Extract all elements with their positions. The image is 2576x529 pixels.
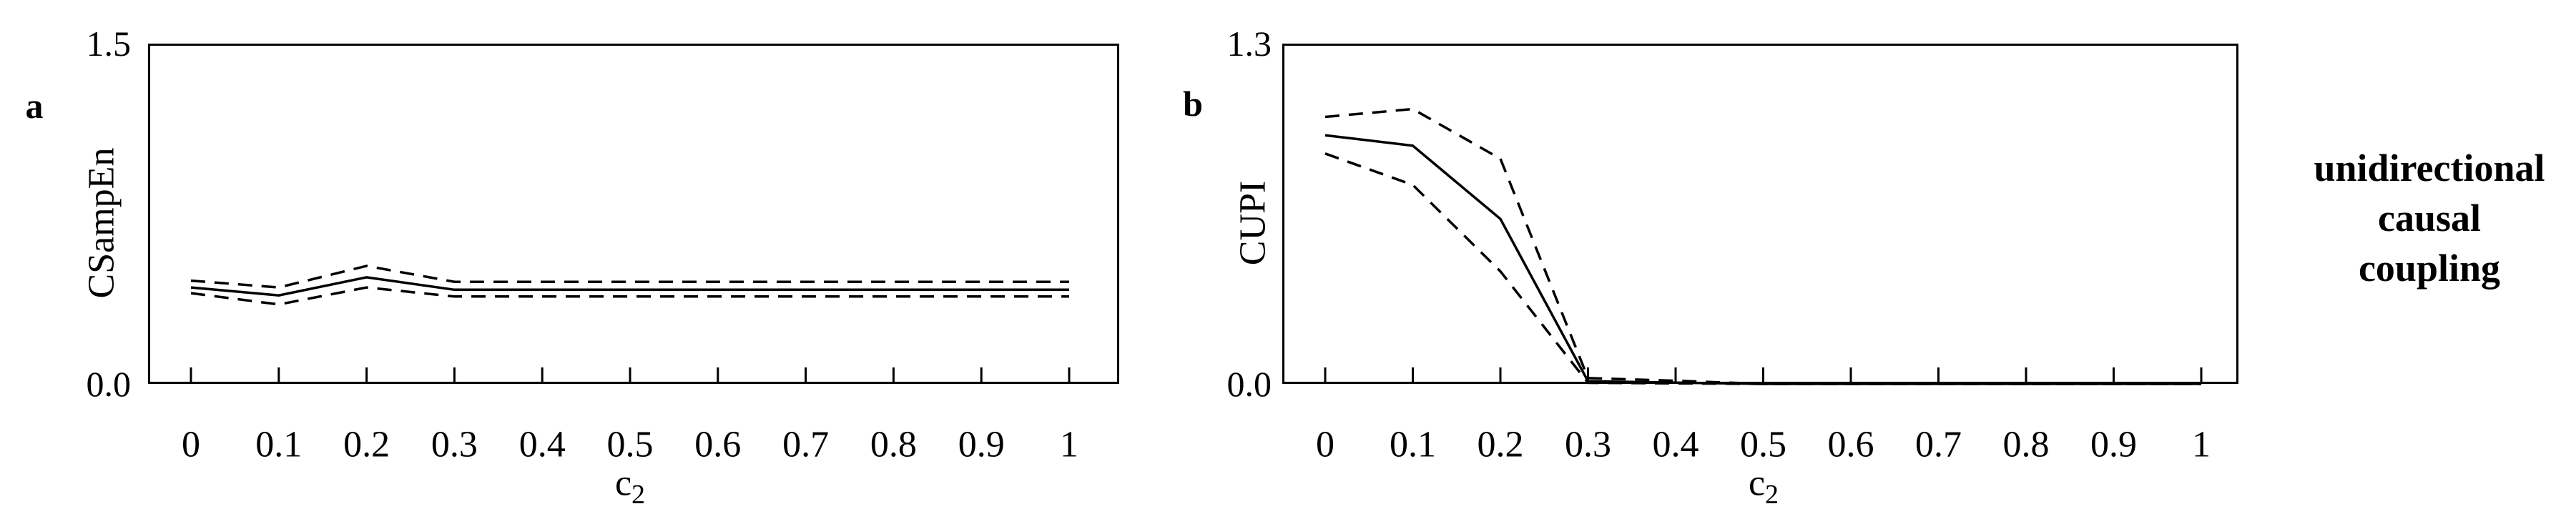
x-tick-label: 0.1 [255,424,303,465]
x-tick-label: 0.7 [782,424,830,465]
x-tick-label: 0.9 [2090,424,2137,465]
series-mean [190,276,1069,297]
x-tick-label: 0.4 [518,424,566,465]
panel-a-x-axis-title-base: c [614,463,632,504]
axes-frame [1282,44,2238,384]
panel-b-y-min-label: 0.0 [1226,364,1272,404]
panel-b-y-axis-title: CUPI [1232,180,1274,266]
series-lower-bound [190,286,1069,306]
caption-line-3: coupling [2358,247,2501,290]
series-upper-bound [1324,107,2201,385]
series-upper-bound [190,264,1069,289]
panel-b-x-axis-title: c2 [1748,463,1779,508]
panel-b-letter: b [1183,84,1203,124]
panel-b-y-max-label: 1.3 [1226,24,1272,64]
x-tick-label: 0.5 [606,424,654,465]
panel-b-x-axis-title-base: c [1748,463,1766,504]
panel-b-plot [1282,44,2238,385]
panel-a-y-min-label: 0.0 [86,364,132,404]
x-tick-label: 1 [2192,424,2211,465]
caption-line-1: unidirectional [2314,147,2545,189]
x-tick-label: 0.5 [1740,424,1786,465]
series-lower-bound [1324,152,2201,385]
axes-frame [148,44,1119,384]
x-tick-label: 0.4 [1652,424,1699,465]
x-tick-label: 0.2 [1477,424,1524,465]
x-tick-label: 0.3 [431,424,478,465]
caption-line-2: causal [2377,197,2482,239]
x-tick-label: 0.8 [2002,424,2050,465]
coupling-condition-caption: unidirectional causal coupling [2314,143,2545,293]
x-tick-label: 0 [182,424,200,465]
panel-a-x-axis-title: c2 [614,463,645,508]
x-tick-label: 0.9 [958,424,1005,465]
x-tick-label: 0.1 [1390,424,1436,465]
panel-b-x-axis-title-sub: 2 [1765,479,1779,510]
panel-a-letter: a [25,86,44,126]
x-tick-label: 0.7 [1915,424,1962,465]
x-tick-label: 0.6 [694,424,742,465]
panel-a-y-max-label: 1.5 [86,24,132,64]
panel-a-y-axis-title: CSampEn [81,147,122,299]
x-tick-label: 0.3 [1565,424,1611,465]
panel-a-x-axis-title-sub: 2 [631,479,646,510]
x-tick-label: 0.6 [1827,424,1874,465]
x-tick-label: 1 [1060,424,1078,465]
panel-a-plot [148,44,1119,384]
x-tick-label: 0.2 [343,424,390,465]
x-tick-label: 0.8 [870,424,917,465]
x-tick-label: 0 [1316,424,1334,465]
series-mean [1324,134,2201,385]
